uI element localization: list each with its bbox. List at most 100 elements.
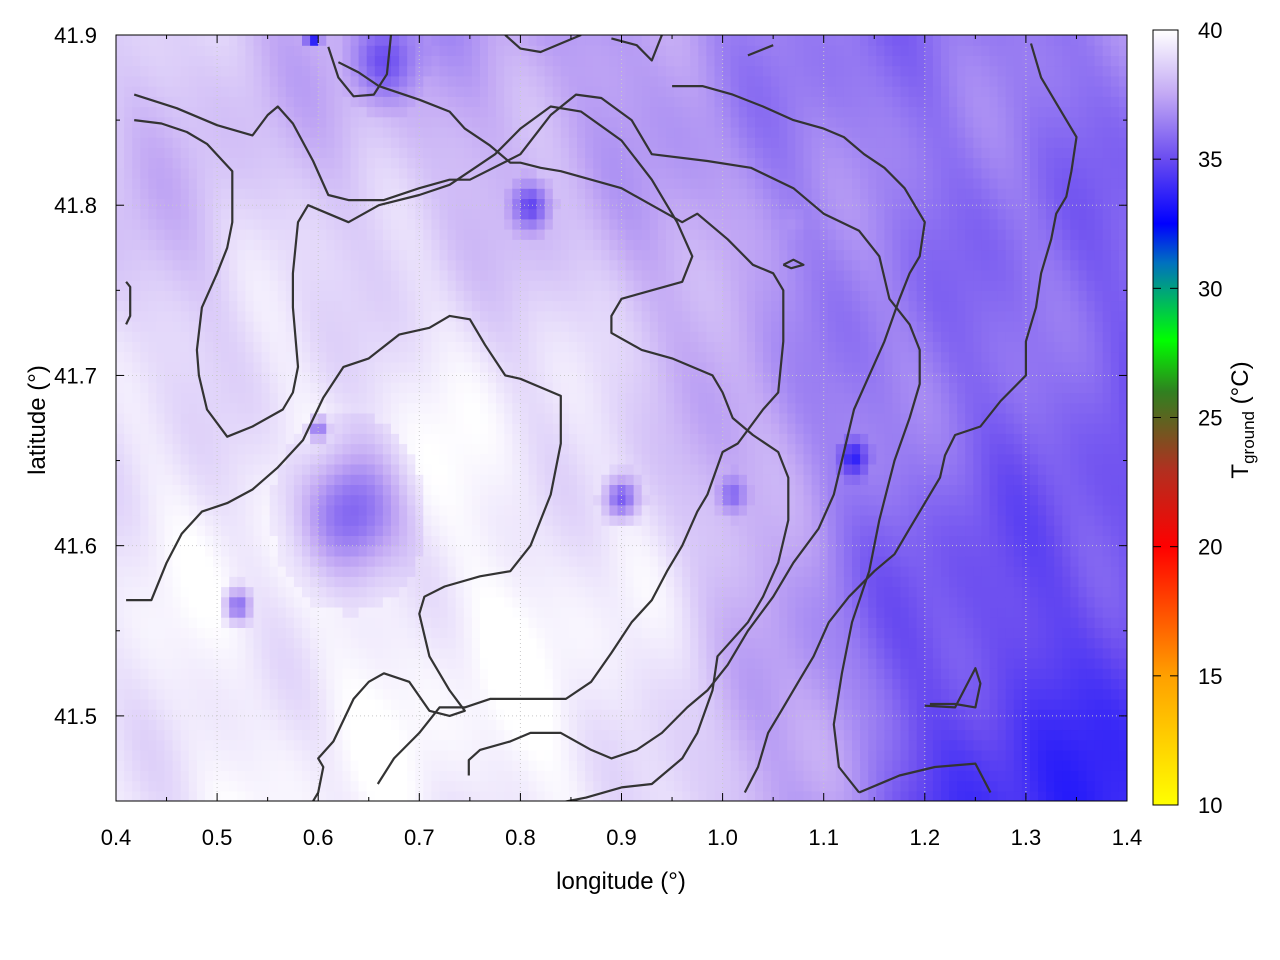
heatmap-cell [350, 668, 360, 679]
heatmap-cell [124, 555, 133, 567]
heatmap-cell [310, 443, 319, 455]
heatmap-cell [455, 86, 465, 97]
heatmap-cell [116, 525, 125, 536]
heatmap-cell [172, 310, 182, 322]
heatmap-cell [480, 157, 489, 169]
heatmap-cell [140, 698, 149, 710]
heatmap-cell [504, 576, 513, 588]
heatmap-cell [560, 137, 570, 148]
heatmap-cell [269, 606, 279, 618]
heatmap-cell [326, 515, 335, 526]
heatmap-cell [633, 116, 643, 128]
heatmap-cell [285, 698, 295, 710]
heatmap-cell [334, 494, 344, 506]
heatmap-cell [504, 596, 513, 608]
heatmap-cell [625, 412, 635, 424]
heatmap-cell [342, 596, 352, 608]
heatmap-cell [277, 739, 287, 751]
heatmap-cell [148, 208, 158, 220]
heatmap-cell [471, 392, 481, 404]
heatmap-cell [164, 218, 174, 230]
heatmap-cell [415, 647, 424, 659]
heatmap-cell [358, 566, 368, 577]
heatmap-cell [601, 698, 610, 710]
heatmap-cell [439, 361, 449, 373]
heatmap-cell [577, 341, 586, 353]
heatmap-cell [625, 269, 635, 281]
heatmap-cell [382, 709, 392, 720]
heatmap-cell [407, 55, 416, 67]
heatmap-cell [649, 361, 659, 373]
heatmap-cell [577, 729, 586, 741]
heatmap-cell [285, 433, 295, 445]
heatmap-cell [124, 218, 133, 230]
heatmap-cell [302, 647, 311, 659]
heatmap-cell [593, 321, 602, 332]
heatmap-cell [480, 382, 489, 394]
heatmap-cell [213, 739, 222, 751]
heatmap-cell [148, 790, 158, 801]
heatmap-cell [447, 658, 457, 669]
heatmap-cell [471, 157, 481, 169]
heatmap-cell [447, 341, 457, 353]
heatmap-cell [156, 535, 166, 547]
heatmap-cell [577, 423, 586, 434]
heatmap-cell [471, 372, 481, 383]
heatmap-cell [172, 566, 182, 577]
heatmap-cell [132, 198, 141, 210]
heatmap-cell [544, 627, 554, 639]
heatmap-cell [536, 709, 546, 720]
heatmap-cell [512, 453, 521, 465]
heatmap-cell [520, 596, 530, 608]
heatmap-cell [552, 65, 562, 77]
heatmap-cell [431, 658, 441, 669]
heatmap-cell [431, 555, 441, 567]
heatmap-cell [431, 361, 441, 373]
heatmap-cell [382, 545, 392, 557]
heatmap-cell [496, 504, 505, 516]
heatmap-cell [520, 504, 530, 516]
heatmap-cell [302, 65, 311, 77]
heatmap-cell [455, 525, 465, 536]
heatmap-cell [633, 474, 643, 485]
heatmap-cell [536, 331, 546, 342]
heatmap-cell [601, 484, 610, 496]
heatmap-cell [536, 137, 546, 148]
heatmap-cell [148, 239, 158, 251]
heatmap-cell [407, 229, 416, 240]
heatmap-cell [245, 75, 255, 87]
heatmap-cell [261, 780, 271, 792]
heatmap-cell [188, 402, 198, 414]
heatmap-cell [318, 637, 327, 649]
heatmap-cell [253, 198, 263, 210]
heatmap-cell [593, 749, 602, 761]
heatmap-cell [334, 433, 344, 445]
heatmap-cell [568, 351, 578, 363]
heatmap-cell [350, 494, 360, 506]
heatmap-cell [132, 678, 141, 690]
heatmap-cell [617, 126, 627, 138]
heatmap-cell [180, 402, 190, 414]
heatmap-cell [423, 259, 432, 271]
heatmap-cell [512, 239, 521, 251]
heatmap-cell [116, 35, 125, 46]
heatmap-cell [285, 658, 295, 669]
heatmap-cell [471, 433, 481, 445]
heatmap-cell [326, 790, 335, 801]
heatmap-cell [625, 535, 635, 547]
heatmap-cell [625, 280, 635, 291]
heatmap-cell [342, 545, 352, 557]
heatmap-cell [552, 137, 562, 148]
heatmap-cell [641, 269, 651, 281]
heatmap-cell [423, 617, 432, 628]
heatmap-cell [172, 126, 182, 138]
heatmap-cell [213, 617, 222, 628]
heatmap-cell [366, 474, 376, 485]
heatmap-cell [560, 269, 570, 281]
heatmap-cell [536, 188, 546, 199]
heatmap-cell [488, 35, 497, 46]
heatmap-cell [544, 709, 554, 720]
heatmap-cell [480, 372, 489, 383]
heatmap-cell [326, 280, 335, 291]
heatmap-cell [172, 35, 182, 46]
